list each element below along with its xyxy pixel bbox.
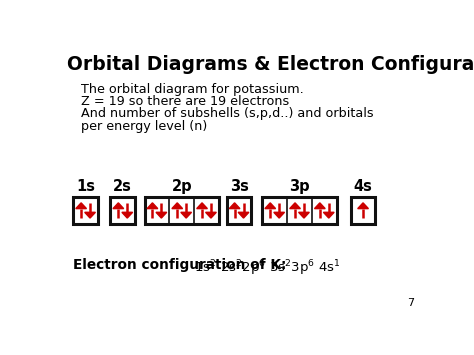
FancyBboxPatch shape (227, 197, 251, 224)
Polygon shape (323, 212, 334, 218)
Polygon shape (197, 203, 208, 209)
Polygon shape (299, 212, 310, 218)
Text: Z = 19 so there are 19 electrons: Z = 19 so there are 19 electrons (81, 95, 289, 108)
Polygon shape (181, 212, 191, 218)
Polygon shape (274, 212, 284, 218)
Polygon shape (229, 203, 240, 209)
FancyBboxPatch shape (145, 197, 219, 224)
Text: 3s: 3s (229, 179, 248, 193)
Text: 4s: 4s (354, 179, 373, 193)
Polygon shape (290, 203, 301, 209)
Text: 7: 7 (407, 298, 414, 308)
Polygon shape (238, 212, 249, 218)
Text: 2p: 2p (172, 179, 192, 193)
FancyBboxPatch shape (73, 197, 98, 224)
Text: Electron configuration of K:: Electron configuration of K: (73, 258, 287, 272)
Polygon shape (206, 212, 216, 218)
FancyBboxPatch shape (262, 197, 337, 224)
Polygon shape (85, 212, 95, 218)
Polygon shape (113, 203, 124, 209)
Polygon shape (122, 212, 133, 218)
Text: Orbital Diagrams & Electron Configurations: Orbital Diagrams & Electron Configuratio… (67, 55, 474, 74)
Polygon shape (147, 203, 158, 209)
FancyBboxPatch shape (351, 197, 375, 224)
Polygon shape (156, 212, 167, 218)
Text: The orbital diagram for potassium.: The orbital diagram for potassium. (81, 83, 304, 95)
Polygon shape (172, 203, 182, 209)
Text: 1s: 1s (76, 179, 95, 193)
Polygon shape (76, 203, 87, 209)
Text: $\mathsf{1s^2\ 2s^2 2p^6\ 3s^2 3p^6\ 4s^1}$: $\mathsf{1s^2\ 2s^2 2p^6\ 3s^2 3p^6\ 4s^… (194, 258, 341, 278)
Text: 3p: 3p (289, 179, 310, 193)
Polygon shape (265, 203, 275, 209)
Polygon shape (314, 203, 325, 209)
Text: per energy level (n): per energy level (n) (81, 120, 207, 133)
FancyBboxPatch shape (110, 197, 135, 224)
Text: And number of subshells (s,p,d..) and orbitals: And number of subshells (s,p,d..) and or… (81, 107, 374, 120)
Text: 2s: 2s (113, 179, 132, 193)
Polygon shape (358, 203, 368, 209)
